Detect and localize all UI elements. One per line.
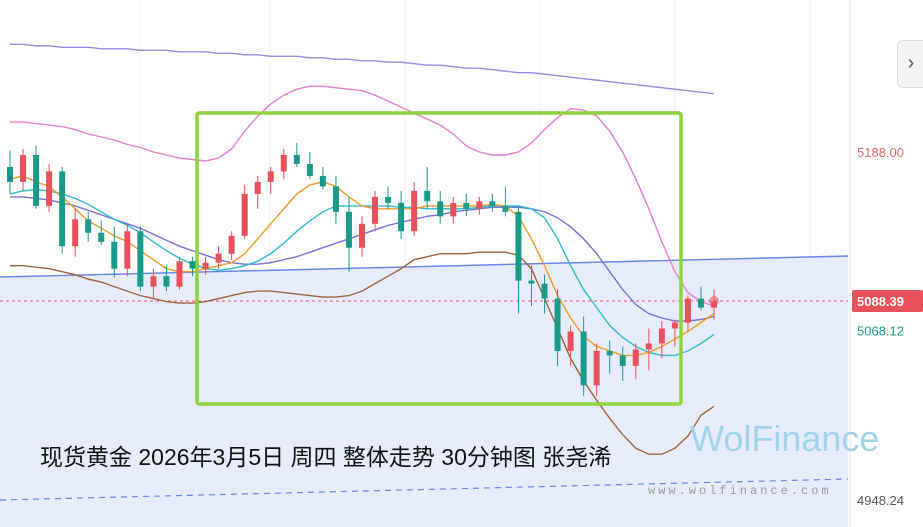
highlight-box <box>195 111 683 406</box>
candle-body <box>541 283 548 299</box>
candle-body <box>515 211 522 281</box>
candle-body <box>593 350 600 386</box>
candle-body <box>345 211 352 248</box>
candle-body <box>489 201 496 206</box>
candle-body <box>293 154 300 164</box>
candle-body <box>411 190 418 232</box>
series-ma-long <box>10 43 715 95</box>
price-axis-label: 5068.12 <box>857 323 904 338</box>
series-bb-upper <box>10 85 715 307</box>
candle-body <box>567 331 574 351</box>
current-price-marker <box>709 296 719 306</box>
candle-body <box>684 298 691 323</box>
candle-body <box>150 276 157 287</box>
candle-body <box>85 219 92 233</box>
current-price-tag <box>852 290 923 312</box>
candle-body <box>215 253 222 263</box>
candle-body <box>280 154 287 172</box>
chart-caption: 现货黄金 2026年3月5日 周四 整体走势 30分钟图 张尧浠 <box>40 444 612 470</box>
candle-body <box>254 181 261 194</box>
candle-body <box>189 261 196 269</box>
candle-body <box>163 276 170 287</box>
price-axis-label: 5188.00 <box>857 145 904 160</box>
candle-body <box>228 235 235 254</box>
candle-body <box>528 280 535 284</box>
candle-body <box>476 201 483 209</box>
candle-body <box>33 154 40 206</box>
candle-body <box>463 202 470 209</box>
candle-body <box>437 201 444 217</box>
watermark-url: www.wolfinance.com <box>648 484 832 498</box>
candle-body <box>332 186 339 212</box>
current-price-label: 5088.39 <box>857 294 904 309</box>
candle-body <box>267 171 274 182</box>
watermark-brand: WolFinance <box>690 418 880 459</box>
candle-body <box>632 349 639 366</box>
candle-body <box>450 202 457 217</box>
candle-body <box>619 355 626 366</box>
candle-body <box>398 202 405 232</box>
candle-body <box>7 166 13 182</box>
candle-body <box>124 231 131 269</box>
candle-body <box>111 241 118 269</box>
candle-body <box>319 175 326 187</box>
candle-body <box>98 232 105 242</box>
candle-body <box>424 190 431 202</box>
candle-body <box>46 171 53 206</box>
candle-body <box>658 328 665 344</box>
candle-body <box>697 298 704 308</box>
candle-body <box>137 231 144 287</box>
price-axis-label: 4948.24 <box>857 493 904 508</box>
shaded-zone <box>0 256 848 527</box>
candle-body <box>20 154 27 182</box>
candle-body <box>645 343 652 350</box>
candle-body <box>671 322 678 329</box>
chevron-right-icon[interactable]: › <box>897 40 923 88</box>
candle-body <box>59 171 66 247</box>
series-bb-lower <box>10 251 715 455</box>
candle-body <box>359 223 365 248</box>
candle-body <box>554 298 561 351</box>
candle-body <box>176 261 183 287</box>
candle-body <box>502 205 509 212</box>
candle-body <box>306 163 313 176</box>
candle-body <box>202 262 209 269</box>
candle-body <box>72 219 79 247</box>
trend-line-lower <box>0 478 849 501</box>
candle-body <box>606 350 613 356</box>
candle-body <box>372 196 379 224</box>
candle-body <box>385 196 392 203</box>
candle-body <box>580 331 587 386</box>
candle-body <box>241 193 248 236</box>
